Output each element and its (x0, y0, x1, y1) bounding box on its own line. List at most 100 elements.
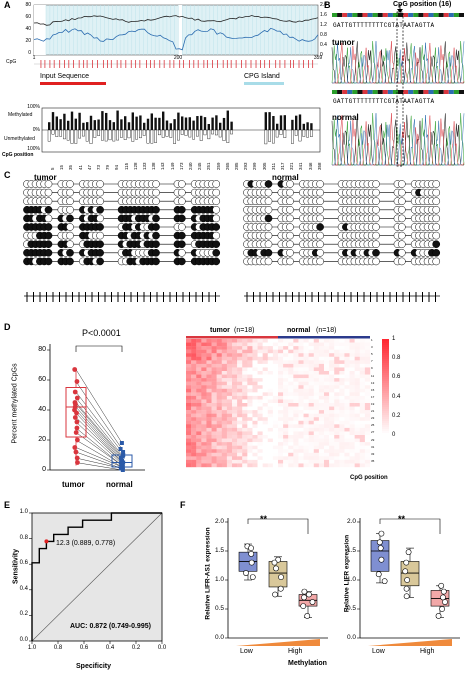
a-unmeth-bar (165, 129, 169, 137)
c-unmethylated-cpg (177, 188, 186, 197)
heatmap-cell (339, 445, 345, 450)
heatmap-cell (267, 363, 274, 368)
a-left-tick: 60 (25, 14, 31, 20)
f1-point (304, 613, 311, 619)
heatmap-cell (313, 449, 320, 453)
heatmap-cell (329, 378, 335, 382)
colorbar-segment (382, 365, 389, 368)
heatmap-cell (308, 459, 314, 464)
heatmap-cell (226, 339, 233, 343)
heatmap-cell (313, 438, 320, 443)
c-methylated-cpg (44, 223, 53, 231)
heatmap-cell (232, 363, 238, 368)
heatmap-cell (216, 381, 222, 386)
heatmap-cell (288, 445, 294, 450)
b-normal-label: normal (332, 113, 359, 122)
heatmap-cell (278, 406, 284, 411)
heatmap-cell (216, 378, 222, 382)
heatmap-cell (206, 339, 212, 343)
heatmap-cell (308, 360, 314, 365)
b-tumor-chromatogram (332, 41, 465, 84)
heatmap-cell (283, 456, 289, 461)
heatmap-cell (201, 399, 207, 404)
heatmap-cell (318, 463, 325, 468)
a-unmeth-bar (66, 129, 70, 141)
heatmap-cell (221, 438, 228, 443)
f2-point (442, 599, 448, 605)
f1-point (309, 599, 316, 605)
heatmap-cell (339, 339, 345, 343)
c-unmethylated-cpg (264, 197, 273, 206)
heatmap-cell (359, 438, 366, 443)
heatmap-cell (318, 427, 325, 432)
a-unmeth-bar (230, 129, 233, 135)
heatmap-cell (293, 435, 299, 439)
heatmap-cell (196, 406, 202, 411)
c-unmethylated-cpg (397, 257, 406, 266)
heatmap-cell (364, 406, 371, 411)
b-base-strip (398, 13, 404, 17)
heatmap-cell (206, 356, 212, 361)
c-methylated-cpg (177, 231, 186, 240)
heatmap-cell (313, 367, 320, 372)
d-pair-line (75, 409, 123, 462)
f1-point (301, 588, 308, 595)
a-position-tick: 240 (188, 162, 193, 170)
heatmap-cell (211, 435, 217, 439)
c-normal-label: normal (272, 173, 299, 182)
heatmap-cell (334, 438, 340, 443)
heatmap-cell (324, 381, 330, 386)
heatmap-cell (267, 374, 274, 379)
d-pair-line (75, 381, 123, 450)
heatmap-cell (206, 353, 212, 357)
heatmap-cell (257, 374, 263, 379)
a-meth-bar (158, 117, 161, 130)
heatmap-cell (364, 435, 371, 439)
heatmap-cell (262, 456, 268, 461)
heatmap-cell (211, 445, 217, 450)
heatmap-cell (221, 395, 228, 400)
heatmap-cell (329, 456, 335, 461)
heatmap-cell (313, 353, 320, 357)
colorbar-segment (382, 407, 389, 410)
heatmap-cell (242, 356, 248, 361)
heatmap-cell (339, 363, 345, 368)
colorbar-tick: 0.6 (392, 374, 401, 381)
heatmap-cell (257, 406, 263, 411)
heatmap-cell (359, 403, 366, 407)
heatmap-cell (247, 456, 253, 461)
a-unmeth-bar (89, 129, 93, 144)
heatmap-cell (324, 403, 330, 407)
a-position-tick: 299 (252, 162, 258, 170)
a-unmeth-bar (150, 129, 154, 144)
a-position-tick: 143 (160, 162, 166, 170)
a-position-tick: 128 (132, 162, 138, 170)
heatmap-cell (313, 435, 320, 439)
heatmap-cell (334, 349, 340, 354)
heatmap-cell (201, 374, 207, 379)
heatmap-cell (313, 374, 320, 379)
heatmap-cell (364, 395, 371, 400)
c-unmethylated-cpg (432, 223, 441, 231)
heatmap-cell (191, 445, 197, 450)
a-unmeth-bar (203, 129, 207, 136)
f2-ylabel: Relative LIFR expression (343, 534, 351, 613)
heatmap-cell (272, 406, 279, 411)
heatmap-cell (349, 392, 355, 397)
b-sequence-normal: GATTGTTTTTTTTCGTATAATAGTTA (333, 98, 435, 105)
c-unmethylated-cpg (264, 231, 273, 240)
d-y-tick: 80 (38, 346, 46, 353)
heatmap-cell (272, 360, 279, 365)
c-methylated-cpg (152, 231, 160, 240)
heatmap-cell (344, 413, 350, 418)
d-y-tick: 60 (38, 376, 46, 383)
heatmap-cell (334, 371, 340, 375)
a-meth-bar (226, 110, 229, 130)
heatmap-cell (293, 403, 299, 407)
d-normal-point (119, 441, 124, 445)
heatmap-cell (206, 417, 212, 421)
heatmap-cell (247, 371, 253, 375)
a-meth-bar (120, 119, 123, 130)
heatmap-cell (186, 417, 192, 421)
a-meth-bar (276, 123, 279, 130)
